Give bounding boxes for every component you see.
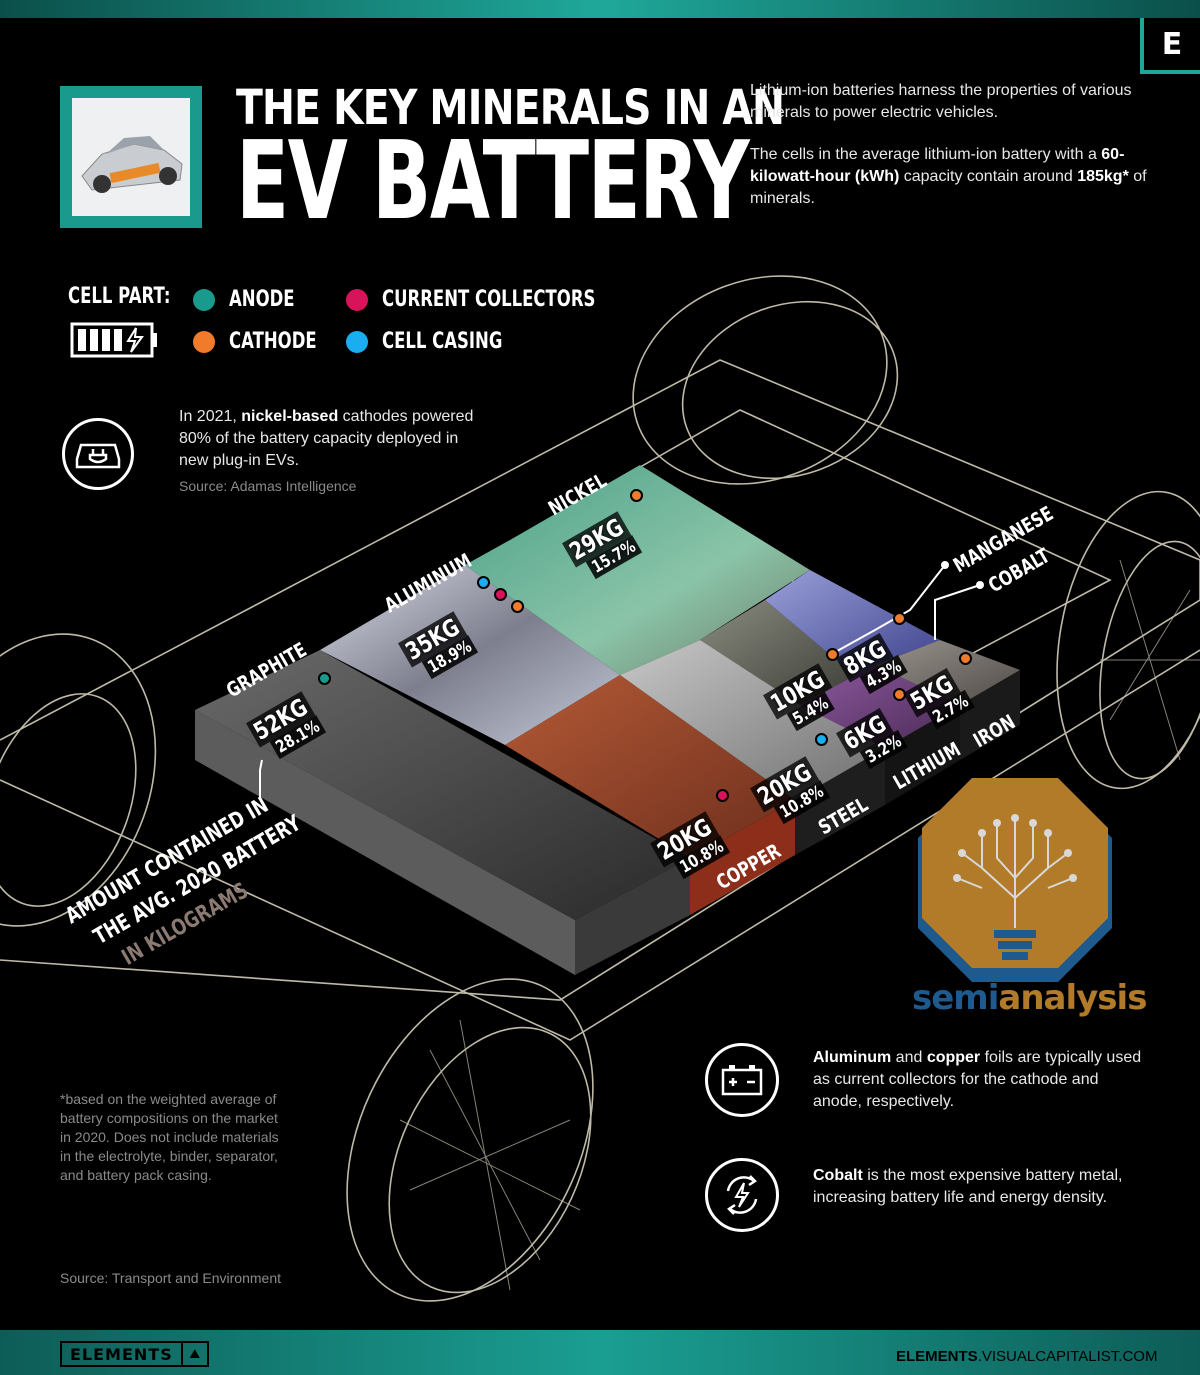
site-url: ELEMENTS.VISUALCAPITALIST.COM [896, 1348, 1158, 1365]
manganese-leader [829, 564, 946, 656]
aluminum-collector-dot [494, 588, 507, 601]
nickel-fact: In 2021, nickel-based cathodes powered 8… [179, 408, 474, 469]
intro-paragraph-1: Lithium-ion batteries harness the proper… [750, 82, 1132, 121]
graphite-anode-dot [318, 672, 331, 685]
nickel-fact-source: Source: Adamas Intelligence [179, 478, 357, 494]
title-line-2: EV BATTERY [236, 119, 750, 244]
elements-logo: E [1140, 18, 1200, 74]
iron-front [960, 670, 1020, 760]
recycle-charge-icon [705, 1158, 779, 1232]
bottom-accent-bar [0, 1330, 1200, 1375]
footnote: *based on the weighted average of batter… [60, 1091, 279, 1183]
legend-title: CELL PART: [68, 284, 171, 309]
graphite-tile [195, 650, 690, 920]
legend-label: ANODE [229, 287, 295, 312]
brand-text: ELEMENTS [70, 1345, 173, 1364]
car-illustration [72, 98, 190, 216]
graphite-side [195, 710, 575, 975]
foils-fact: Aluminum and copper foils are typically … [813, 1049, 1142, 1110]
manganese-leader-end [941, 561, 949, 569]
top-accent-bar [0, 0, 1200, 18]
steel-front [795, 748, 885, 855]
legend-cell-casing: CELL CASING [346, 329, 543, 354]
cathode-dot [193, 330, 215, 353]
nickel-tile [465, 465, 810, 675]
amount-leader [259, 759, 263, 800]
car-thumbnail [60, 86, 202, 228]
intro-paragraph-2: The cells in the average lithium-ion bat… [750, 146, 1147, 207]
cobalt-cathode-dot [893, 612, 906, 625]
cobalt-fact: Cobalt is the most expensive battery met… [813, 1167, 1123, 1206]
steel-casing-dot [815, 733, 828, 746]
battery-terminal-icon [705, 1043, 779, 1117]
legend-current-collectors: CURRENT COLLECTORS [346, 287, 667, 312]
cobalt-leader [934, 584, 981, 640]
source-note: Source: Transport and Environment [60, 1270, 282, 1286]
legend-label: CELL CASING [382, 329, 503, 354]
copper-collector-dot [716, 789, 729, 802]
steel-tile [620, 640, 885, 800]
cobalt-leader-end [976, 581, 984, 589]
aluminum-cathode-dot [511, 600, 524, 613]
ev-plug-icon [62, 418, 134, 490]
anode-dot [193, 288, 215, 311]
casing-dot [346, 330, 368, 353]
battery-icon [70, 322, 157, 358]
lithium-tile [800, 665, 960, 748]
graphite-front [575, 858, 690, 975]
elements-brand-box: ELEMENTS ⛰ [60, 1341, 209, 1367]
nickel-cathode-dot [630, 489, 643, 502]
manganese-cathode-dot [826, 648, 839, 661]
lithium-front [885, 705, 960, 805]
title-line-1: THE KEY MINERALS IN AN [236, 80, 785, 136]
collectors-dot [346, 288, 368, 311]
semianalysis-wordmark: semianalysis [912, 978, 1147, 1018]
intro-text: Lithium-ion batteries harness the proper… [750, 80, 1170, 210]
vc-icon: ⛰ [180, 1343, 207, 1365]
legend-label: CATHODE [229, 329, 317, 354]
legend-label: CURRENT COLLECTORS [382, 287, 596, 312]
logo-letter: E [1161, 26, 1183, 62]
semianalysis-logo-icon [918, 778, 1112, 982]
iron-cathode-dot [959, 652, 972, 665]
copper-tile [505, 675, 795, 858]
copper-front [690, 800, 795, 915]
aluminum-casing-dot [477, 576, 490, 589]
legend-anode: ANODE [193, 287, 316, 312]
cobalt-tile [765, 570, 940, 680]
legend-cathode: CATHODE [193, 329, 346, 354]
